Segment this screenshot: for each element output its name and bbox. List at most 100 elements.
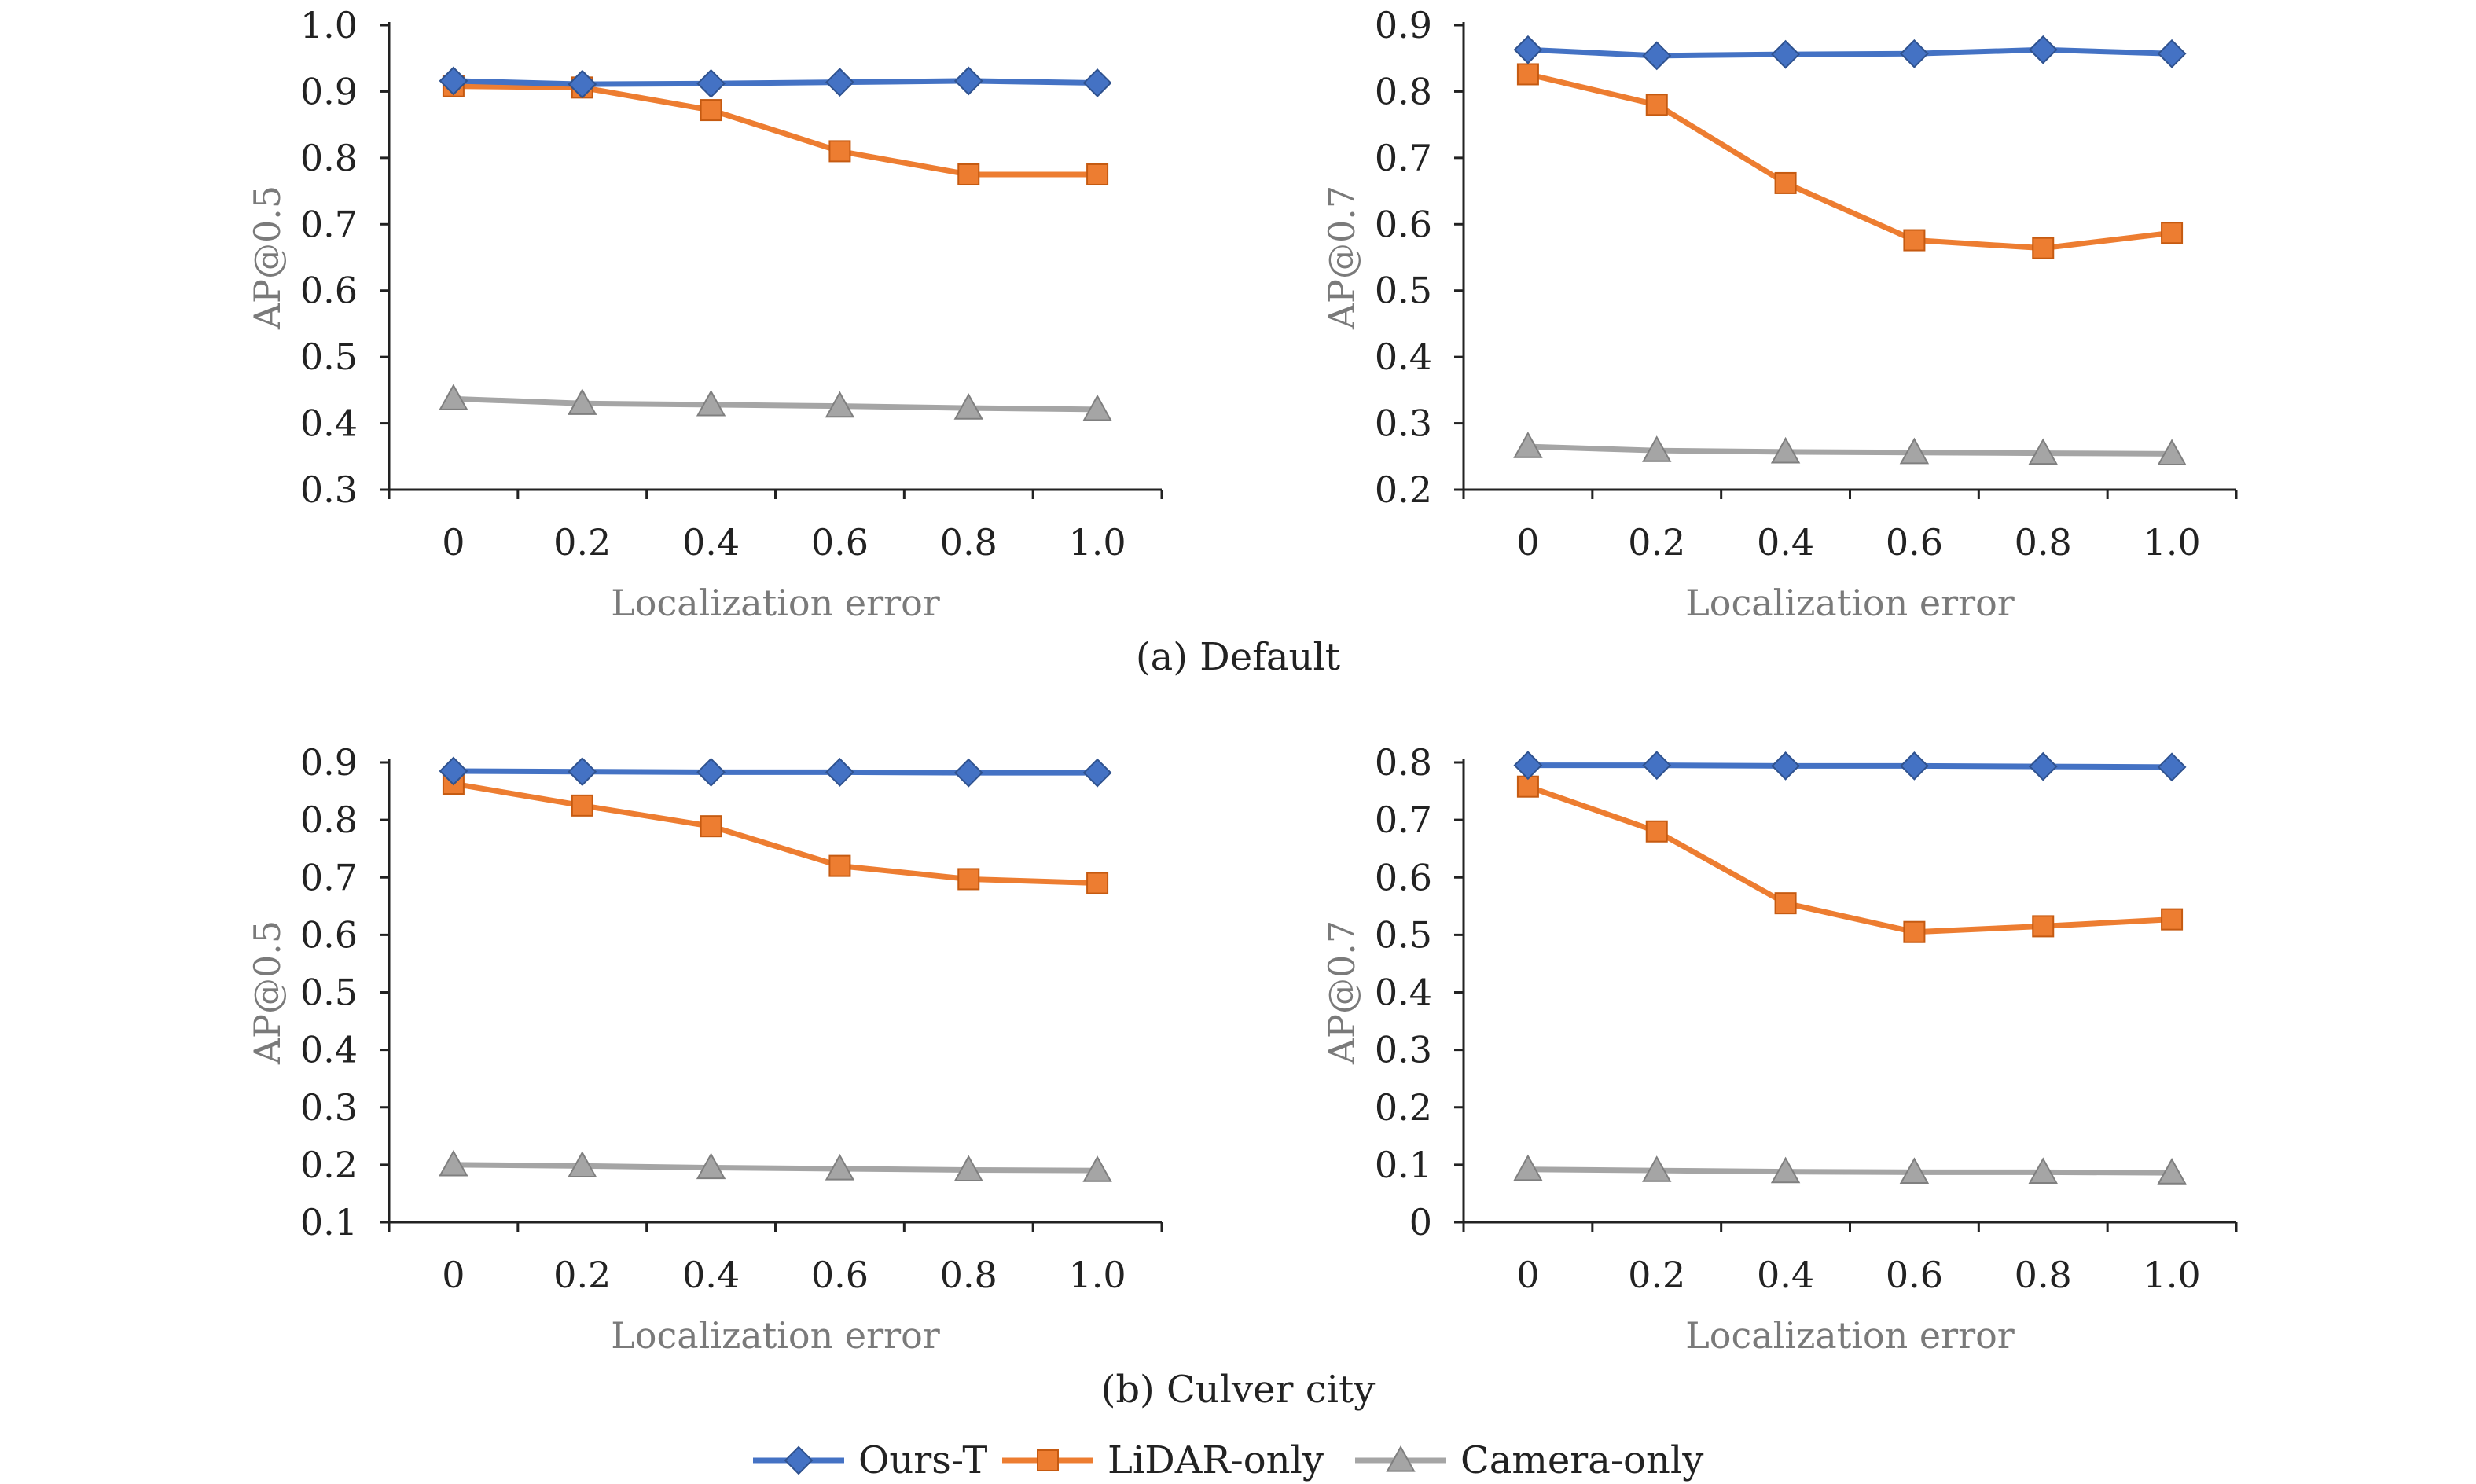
data-point-ours-t	[1642, 751, 1672, 781]
data-point-ours-t	[1771, 39, 1800, 69]
x-tick-label: 0.2	[553, 521, 611, 564]
y-tick-label: 0.1	[300, 1201, 358, 1243]
data-point-ours-t	[1900, 39, 1929, 68]
x-axis-title: Localization error	[611, 1314, 940, 1357]
y-tick-label: 0.3	[1375, 402, 1432, 445]
x-tick-label: 1.0	[1069, 1254, 1126, 1296]
y-axis-title: AP@0.5	[246, 920, 288, 1065]
data-point-camera-only	[1770, 436, 1801, 464]
data-point-ours-t	[825, 758, 854, 787]
data-point-camera-only	[1082, 1155, 1112, 1182]
y-tick-label: 0.5	[300, 336, 358, 378]
data-point-camera-only	[2157, 1158, 2187, 1185]
x-tick-label: 0.6	[811, 1254, 869, 1296]
data-point-camera-only	[825, 391, 855, 418]
data-point-ours-t	[1082, 68, 1112, 97]
y-tick-label: 0.8	[1375, 70, 1432, 112]
data-point-camera-only	[1899, 1157, 1930, 1184]
data-point-camera-only	[953, 1155, 983, 1182]
series-line-camera-only	[1527, 443, 2173, 457]
data-point-camera-only	[1642, 435, 1672, 462]
y-tick-label: 0.4	[1375, 972, 1432, 1014]
series-line-lidar-only	[1526, 784, 2173, 935]
data-point-ours-t	[1082, 758, 1112, 788]
y-tick-label: 0	[1409, 1201, 1432, 1243]
data-point-lidar-only	[1516, 63, 1539, 86]
x-tick-label: 1.0	[1069, 521, 1126, 564]
y-tick-label: 0.3	[300, 468, 358, 511]
data-point-camera-only	[439, 384, 468, 410]
data-point-camera-only	[2028, 1157, 2058, 1184]
chart-culver-ap50: 0.1 0.2 0.3 0.4 0.5 0.6 0.7 0.8 0.9 0 0.2 0.4 0.6 0.8…	[246, 741, 1163, 1357]
y-tick-label: 0.8	[300, 799, 358, 841]
data-point-ours-t	[1513, 35, 1543, 64]
data-point-camera-only	[439, 1149, 468, 1177]
y-axis-title: AP@0.7	[1321, 920, 1363, 1065]
data-point-lidar-only	[2032, 237, 2055, 259]
x-tick-label: 0.6	[1886, 1254, 1943, 1296]
y-tick-label: 0.5	[300, 972, 358, 1014]
data-point-lidar-only	[571, 794, 593, 817]
y-tick-label: 0.8	[300, 137, 358, 179]
x-tick-label: 0.4	[682, 1254, 740, 1296]
y-tick-label: 0.6	[300, 913, 358, 956]
x-tick-label: 0.4	[682, 521, 740, 564]
caption-default: (a) Default	[1135, 635, 1341, 679]
data-point-camera-only	[1513, 432, 1543, 458]
data-point-ours-t	[568, 69, 597, 99]
legend-item-ours-t: Ours-T	[753, 1438, 987, 1482]
y-tick-label: 0.8	[1375, 741, 1432, 784]
series-line-ours-t	[1527, 762, 2173, 770]
data-point-camera-only	[568, 1151, 597, 1177]
x-tick-label: 0.2	[1628, 521, 1685, 564]
data-point-ours-t	[1900, 751, 1929, 781]
x-tick-label: 0.4	[1757, 1254, 1814, 1296]
data-point-ours-t	[696, 758, 726, 787]
x-tick-label: 0.2	[1628, 1254, 1685, 1296]
data-point-lidar-only	[2161, 222, 2184, 244]
data-point-lidar-only	[2032, 915, 2055, 938]
legend-label: Ours-T	[858, 1438, 987, 1482]
y-tick-label: 0.3	[300, 1086, 358, 1129]
x-tick-label: 0	[442, 1254, 465, 1296]
y-tick-label: 0.6	[1375, 203, 1432, 245]
legend-item-camera-only: Camera-only	[1355, 1438, 1703, 1482]
y-tick-label: 0.5	[1375, 270, 1432, 312]
series-line-lidar-only	[1527, 72, 2173, 252]
series-line-ours-t	[453, 768, 1098, 776]
x-tick-label: 0.6	[1886, 521, 1943, 564]
data-point-camera-only	[1082, 394, 1112, 421]
y-tick-label: 0.1	[1375, 1144, 1432, 1186]
data-point-camera-only	[953, 393, 983, 420]
y-tick-label: 0.3	[1375, 1029, 1432, 1071]
legend-item-lidar-only: LiDAR-only	[1002, 1438, 1324, 1482]
data-point-camera-only	[1770, 1156, 1801, 1184]
data-point-ours-t	[696, 68, 726, 98]
data-point-ours-t	[953, 66, 983, 96]
series-line-lidar-only	[453, 781, 1098, 887]
caption-culver-city: (b) Culver city	[1100, 1368, 1376, 1412]
y-tick-label: 0.7	[1375, 799, 1432, 841]
data-point-lidar-only	[1774, 171, 1797, 194]
y-tick-label: 0.2	[1375, 468, 1432, 511]
data-point-lidar-only	[957, 163, 980, 186]
y-tick-label: 0.4	[1375, 336, 1432, 378]
data-point-lidar-only	[1903, 229, 1926, 252]
data-point-ours-t	[1771, 751, 1800, 781]
chart-default-ap50: 0.3 0.4 0.5 0.6 0.7 0.8 0.9 1.0 0 0.2 0.4 0.6 0.8 1.0…	[246, 4, 1163, 624]
legend-label: LiDAR-only	[1108, 1438, 1324, 1482]
y-tick-label: 0.5	[1375, 913, 1432, 956]
x-tick-label: 0.8	[2015, 1254, 2072, 1296]
data-point-ours-t	[953, 758, 983, 788]
x-axis-title: Localization error	[1685, 582, 2015, 624]
data-point-lidar-only	[957, 868, 980, 891]
y-tick-label: 0.2	[300, 1144, 358, 1186]
data-point-camera-only	[825, 1153, 855, 1181]
y-tick-label: 0.7	[300, 203, 358, 245]
x-tick-label: 0.2	[553, 1254, 611, 1296]
x-axis-title: Localization error	[611, 582, 940, 624]
data-point-ours-t	[439, 66, 468, 96]
data-point-camera-only	[1642, 1155, 1672, 1182]
data-point-camera-only	[696, 389, 726, 417]
